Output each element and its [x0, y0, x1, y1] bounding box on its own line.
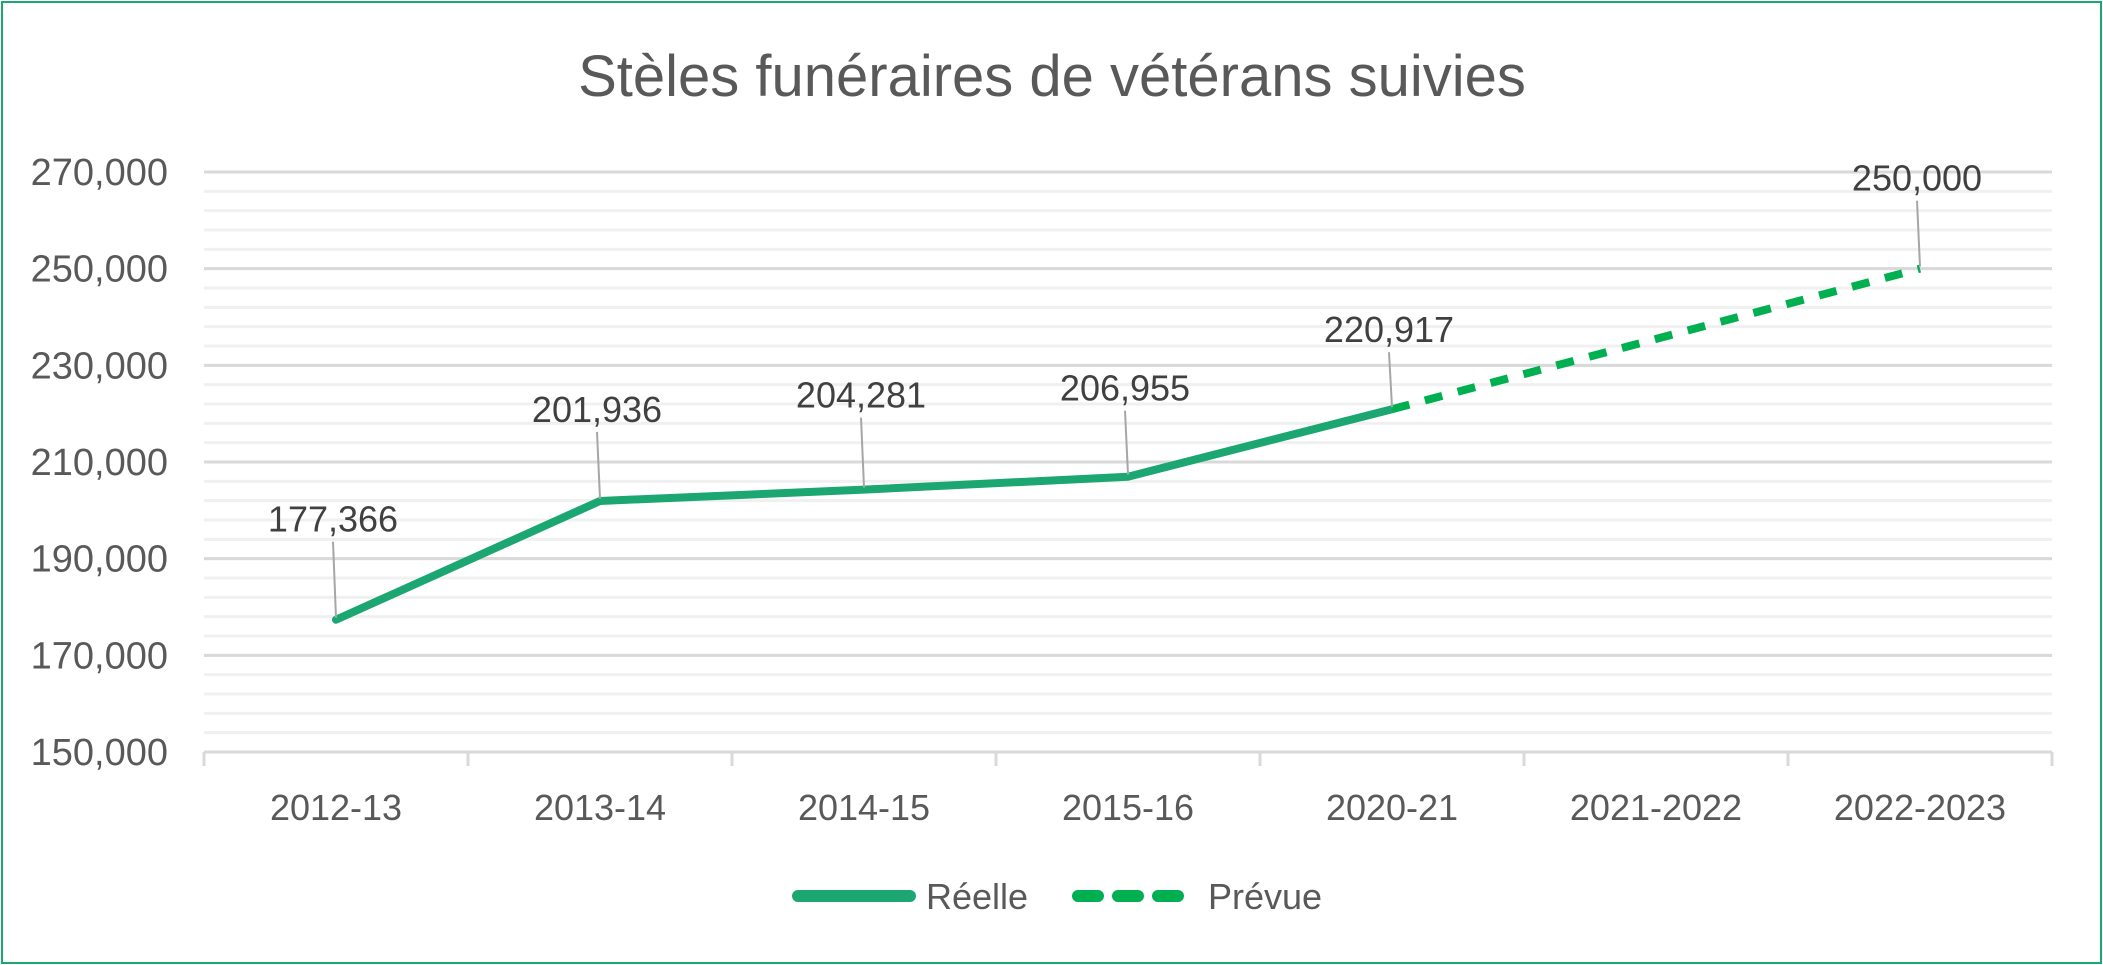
series-lines — [332, 264, 1922, 624]
legend-label-reelle: Réelle — [926, 876, 1028, 917]
data-label-leader — [332, 541, 337, 618]
data-label-leader — [1916, 200, 1921, 267]
x-tick-label: 2015-16 — [1062, 787, 1194, 828]
chart-title: Stèles funéraires de vétérans suivies — [578, 44, 1526, 109]
x-tick-label: 2022-2023 — [1834, 787, 2006, 828]
data-label-leader — [860, 417, 865, 488]
legend-label-prevue: Prévue — [1208, 876, 1322, 917]
series-line-reelle — [332, 405, 1396, 624]
series-line-prevue — [1390, 264, 1922, 414]
y-tick-label: 150,000 — [31, 732, 168, 774]
data-label: 220,917 — [1324, 309, 1454, 350]
data-label: 177,366 — [268, 499, 398, 540]
data-label-leader — [596, 431, 601, 500]
data-label: 206,955 — [1060, 368, 1190, 409]
x-tick-label: 2021-2022 — [1570, 787, 1742, 828]
y-tick-label: 210,000 — [31, 442, 168, 484]
data-label: 204,281 — [796, 375, 926, 416]
x-tick-label: 2012-13 — [270, 787, 402, 828]
data-label-leader — [1388, 352, 1393, 408]
gridlines — [204, 170, 2052, 735]
data-label: 250,000 — [1852, 158, 1982, 199]
x-axis: 2012-13 2013-14 2014-15 2015-16 2020-21 2021-… — [202, 750, 2054, 828]
y-tick-label: 170,000 — [31, 635, 168, 677]
y-tick-label: 270,000 — [31, 152, 168, 194]
x-tick-label: 2020-21 — [1326, 787, 1458, 828]
y-tick-label: 190,000 — [31, 539, 168, 581]
x-tick-label: 2013-14 — [534, 787, 666, 828]
y-axis: 150,000 170,000 190,000 210,000 230,000 250,0… — [31, 152, 168, 774]
legend: Réelle Prévue — [792, 876, 1322, 917]
data-label-leader — [1124, 410, 1129, 475]
x-tick-label: 2014-15 — [798, 787, 930, 828]
data-labels: 177,366 201,936 204,281 206,955 220,917 250,0… — [268, 158, 1982, 618]
data-label: 201,936 — [532, 389, 662, 430]
y-tick-label: 230,000 — [31, 345, 168, 387]
y-tick-label: 250,000 — [31, 249, 168, 291]
